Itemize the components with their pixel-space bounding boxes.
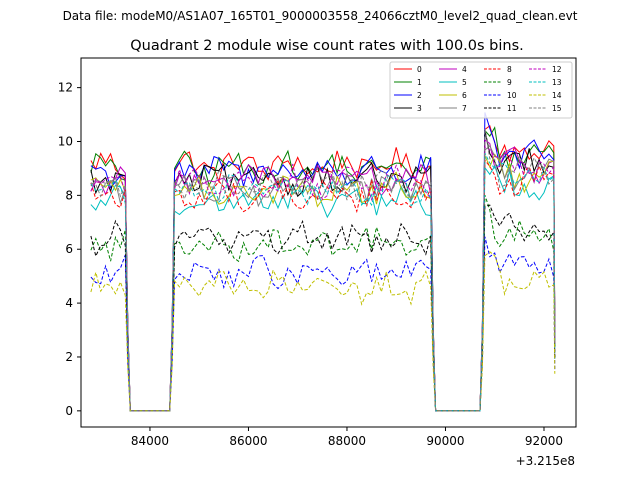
legend-label-14: 14	[552, 91, 562, 100]
series-layer	[90, 112, 556, 412]
chart-suptitle: Data file: modeM0/AS1A07_165T01_90000035…	[63, 9, 578, 23]
legend-label-0: 0	[417, 65, 422, 74]
legend-label-6: 6	[462, 91, 467, 100]
y-tick-label: 6	[65, 242, 73, 256]
y-axis: 0 2 4 6 8 10 12	[58, 81, 81, 418]
legend-label-2: 2	[417, 91, 422, 100]
y-tick-label: 8	[65, 188, 73, 202]
legend-label-7: 7	[462, 104, 467, 113]
legend-label-8: 8	[507, 65, 512, 74]
legend-box	[389, 61, 573, 119]
legend-label-5: 5	[462, 78, 467, 87]
y-tick-label: 10	[58, 134, 73, 148]
series-line-9	[90, 194, 556, 412]
chart-title: Quadrant 2 module wise count rates with …	[130, 38, 524, 54]
x-tick-label: 88000	[328, 434, 366, 448]
x-offset-label: +3.215e8	[516, 454, 575, 468]
series-line-1	[90, 126, 556, 412]
series-line-15	[90, 129, 556, 412]
legend-label-12: 12	[552, 65, 562, 74]
x-tick-label: 92000	[525, 434, 563, 448]
legend-label-11: 11	[507, 104, 517, 113]
series-line-5	[90, 164, 556, 412]
y-tick-label: 0	[65, 404, 73, 418]
series-line-4	[90, 138, 556, 412]
legend-label-1: 1	[417, 78, 422, 87]
y-tick-label: 4	[65, 296, 73, 310]
legend-label-13: 13	[552, 78, 562, 87]
y-tick-label: 2	[65, 350, 73, 364]
legend-label-3: 3	[417, 104, 422, 113]
legend-label-15: 15	[552, 104, 562, 113]
legend-label-4: 4	[462, 65, 467, 74]
series-line-10	[90, 236, 556, 412]
series-line-0	[90, 124, 556, 412]
legend-label-9: 9	[507, 78, 512, 87]
plot-frame	[80, 57, 577, 428]
series-line-8	[90, 158, 556, 412]
series-line-11	[90, 204, 556, 412]
series-line-14	[90, 251, 556, 412]
y-tick-label: 12	[58, 81, 73, 95]
x-tick-label: 84000	[131, 434, 169, 448]
x-axis: 84000 86000 88000 90000 92000	[131, 427, 563, 448]
series-line-13	[90, 152, 556, 412]
x-tick-label: 90000	[426, 434, 464, 448]
legend-label-10: 10	[507, 91, 517, 100]
x-tick-label: 86000	[229, 434, 267, 448]
